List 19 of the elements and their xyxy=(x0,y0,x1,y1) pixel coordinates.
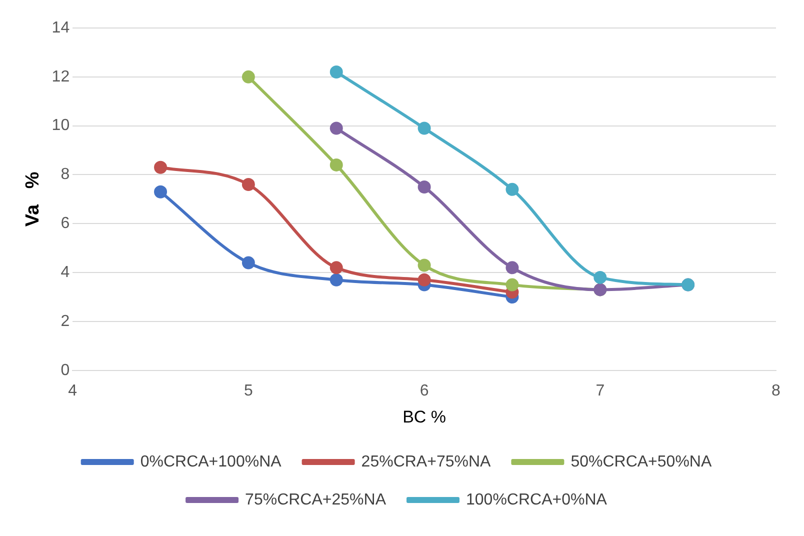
y-tick-label: 6 xyxy=(60,215,70,232)
legend-label: 0%CRCA+100%NA xyxy=(140,453,282,470)
y-axis-title: Va % xyxy=(22,172,44,227)
x-tick-label: 8 xyxy=(772,382,781,400)
x-tick-label: 7 xyxy=(596,382,605,400)
x-tick-label: 6 xyxy=(420,382,429,400)
x-axis-title: BC % xyxy=(402,407,446,426)
y-tick-label: 14 xyxy=(52,19,70,36)
y-tick-label: 10 xyxy=(52,117,70,134)
y-tick-label: 12 xyxy=(52,68,70,86)
y-tick-label: 0 xyxy=(60,362,70,379)
y-tick-label: 8 xyxy=(60,166,70,184)
legend-label: 50%CRCA+50%NA xyxy=(570,453,712,470)
y-tick-label: 2 xyxy=(60,312,70,330)
legend-label: 75%CRCA+25%NA xyxy=(245,491,386,508)
y-tick-label: 4 xyxy=(60,264,70,281)
legend-label: 100%CRCA+0%NA xyxy=(466,491,608,508)
legend-label: 25%CRA+75%NA xyxy=(361,453,492,470)
x-tick-label: 5 xyxy=(244,382,253,400)
